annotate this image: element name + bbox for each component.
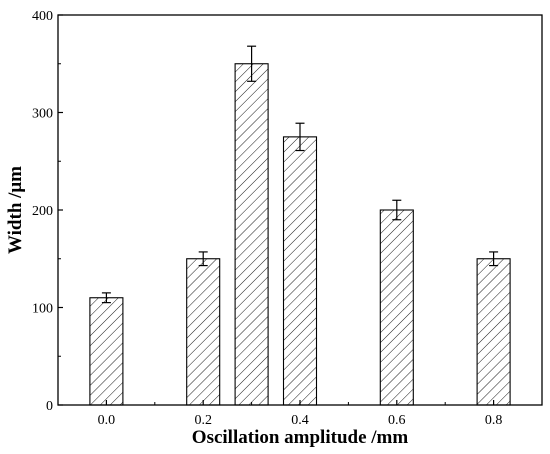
- error-bar: [392, 199, 402, 221]
- y-axis-title: Width /μm: [5, 166, 26, 254]
- bar-0_8: [476, 258, 511, 406]
- axis-ticks: 0 100 200 300 400 0.0 0.2 0.4 0.6 0.8: [32, 9, 502, 428]
- bars-group: [89, 63, 511, 406]
- error-bar: [198, 251, 208, 267]
- x-tick-label: 0.6: [388, 413, 406, 428]
- error-bars-group: [101, 45, 499, 304]
- bar-0_3: [234, 63, 269, 406]
- x-axis-title: Oscillation amplitude /mm: [192, 427, 409, 448]
- error-bar: [247, 45, 257, 82]
- x-tick-label: 0.8: [485, 413, 503, 428]
- bar-0: [89, 297, 124, 406]
- y-tick-label: 100: [32, 302, 53, 317]
- y-tick-label: 300: [32, 107, 53, 122]
- y-tick-label: 0: [46, 399, 53, 414]
- bar-0_2: [186, 258, 221, 406]
- x-tick-label: 0.4: [291, 413, 309, 428]
- error-bar: [101, 292, 111, 304]
- bar-0_4: [282, 136, 318, 406]
- x-tick-label: 0.2: [194, 413, 212, 428]
- y-tick-label: 400: [32, 9, 53, 24]
- error-bar: [295, 122, 305, 152]
- bar-0_6: [379, 209, 414, 406]
- y-tick-label: 200: [32, 204, 53, 219]
- error-bar: [489, 251, 499, 267]
- x-tick-label: 0.0: [98, 413, 116, 428]
